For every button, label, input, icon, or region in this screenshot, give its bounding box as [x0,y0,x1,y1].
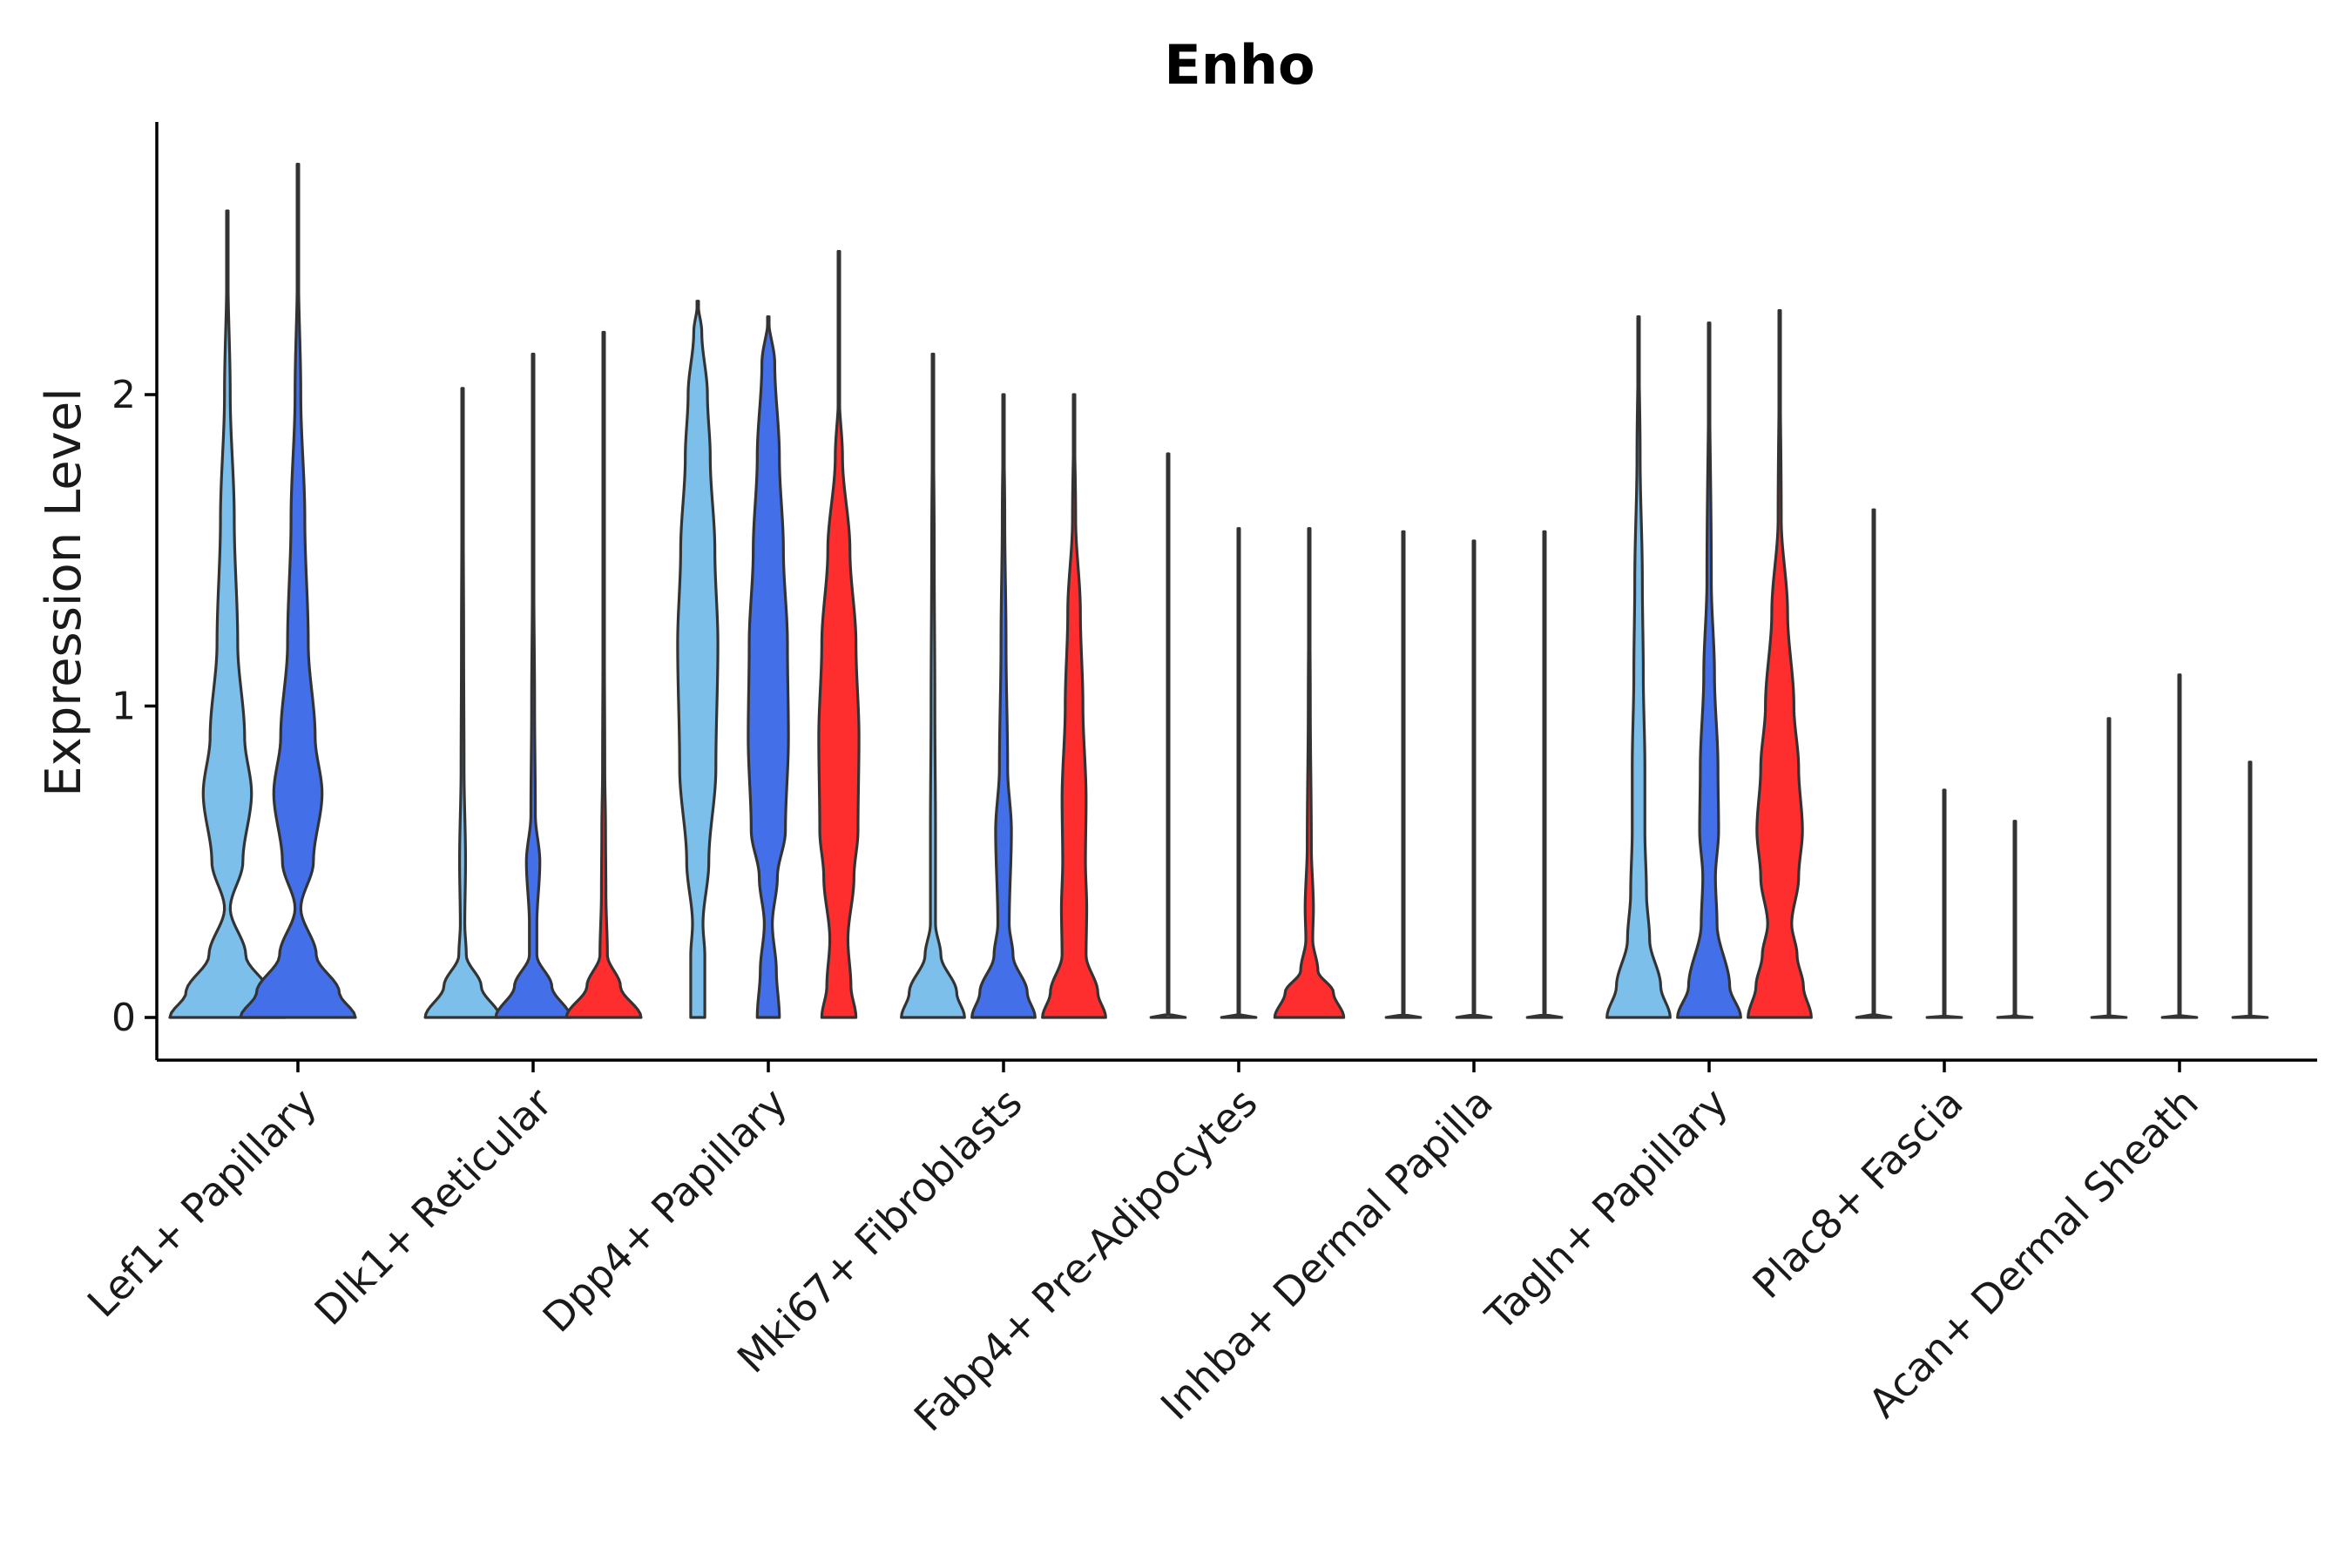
violin-3-3 [817,249,861,1019]
violin-7-1 [1605,315,1672,1019]
violin-5-3 [1273,527,1346,1019]
violin-3-1 [676,300,720,1019]
violin-7-3 [1747,308,1813,1019]
violin-8-3 [1996,820,2034,1019]
y-axis: 0 1 2 [112,122,159,1060]
x-tick-label: Tagln+ Papillary [1476,1079,1737,1341]
violin-9-3 [2231,760,2269,1019]
violin-3-2 [747,315,790,1019]
violin-5-1 [1149,452,1187,1019]
violins [168,162,2269,1019]
violin-2-2 [494,352,572,1019]
violin-9-2 [2160,673,2199,1019]
y-axis-label: Expression Level [36,388,92,797]
violin-4-1 [900,352,966,1019]
violin-1-1 [168,209,287,1019]
y-tick-label: 2 [112,373,136,417]
x-tick-label: Dlk1+ Reticular [306,1079,561,1335]
y-tick-label: 1 [112,685,136,729]
violin-5-2 [1220,527,1258,1019]
x-tick-label: Dpp4+ Papillary [534,1079,796,1342]
x-tick-label: Plac8+ Fascia [1743,1079,1971,1308]
chart-title: Enho [1164,33,1315,97]
violin-9-1 [2090,717,2128,1019]
violin-8-2 [1925,788,1963,1019]
violin-2-3 [564,330,643,1019]
violin-6-3 [1525,530,1564,1019]
x-tick-label: Lef1+ Papillary [78,1079,326,1327]
violin-6-1 [1384,530,1423,1019]
violin-4-2 [970,393,1037,1019]
violin-4-3 [1041,393,1107,1019]
violin-2-1 [423,387,502,1019]
y-tick-label: 0 [112,996,136,1040]
violin-7-2 [1676,321,1742,1019]
violin-6-2 [1455,539,1493,1019]
violin-1-2 [239,162,357,1019]
violin-8-1 [1855,508,1893,1019]
